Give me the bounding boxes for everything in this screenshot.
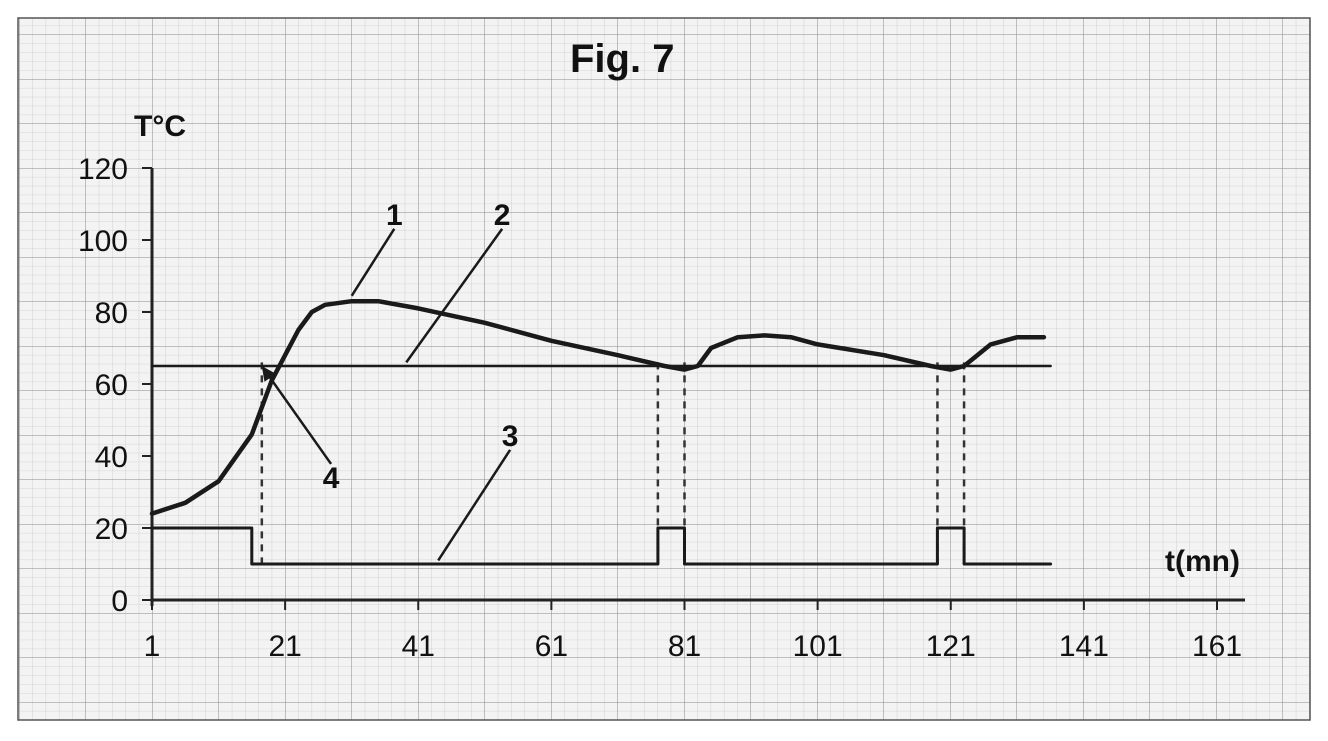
x-tick-label: 121 xyxy=(926,630,976,663)
callout-label-1: 1 xyxy=(386,199,403,232)
y-tick-label: 60 xyxy=(95,369,128,402)
y-tick-label: 0 xyxy=(111,585,128,618)
x-tick-label: 41 xyxy=(402,630,435,663)
x-tick-label: 141 xyxy=(1059,630,1109,663)
x-tick-label: 101 xyxy=(793,630,843,663)
x-tick-label: 161 xyxy=(1192,630,1242,663)
y-tick-label: 40 xyxy=(95,441,128,474)
x-tick-label: 81 xyxy=(668,630,701,663)
callout-label-4: 4 xyxy=(323,462,340,495)
x-tick-label: 61 xyxy=(535,630,568,663)
y-tick-label: 120 xyxy=(78,153,128,186)
y-tick-label: 20 xyxy=(95,513,128,546)
callout-label-3: 3 xyxy=(502,420,519,453)
x-tick-label: 1 xyxy=(144,630,161,663)
x-axis-title: t(mn) xyxy=(1165,545,1240,578)
y-tick-label: 100 xyxy=(78,225,128,258)
chart-title: Fig. 7 xyxy=(570,37,674,81)
y-axis-title: T°C xyxy=(134,110,186,143)
graph-paper-major-grid xyxy=(18,18,1310,720)
y-tick-label: 80 xyxy=(95,297,128,330)
callout-label-2: 2 xyxy=(494,199,511,232)
x-tick-label: 21 xyxy=(268,630,301,663)
